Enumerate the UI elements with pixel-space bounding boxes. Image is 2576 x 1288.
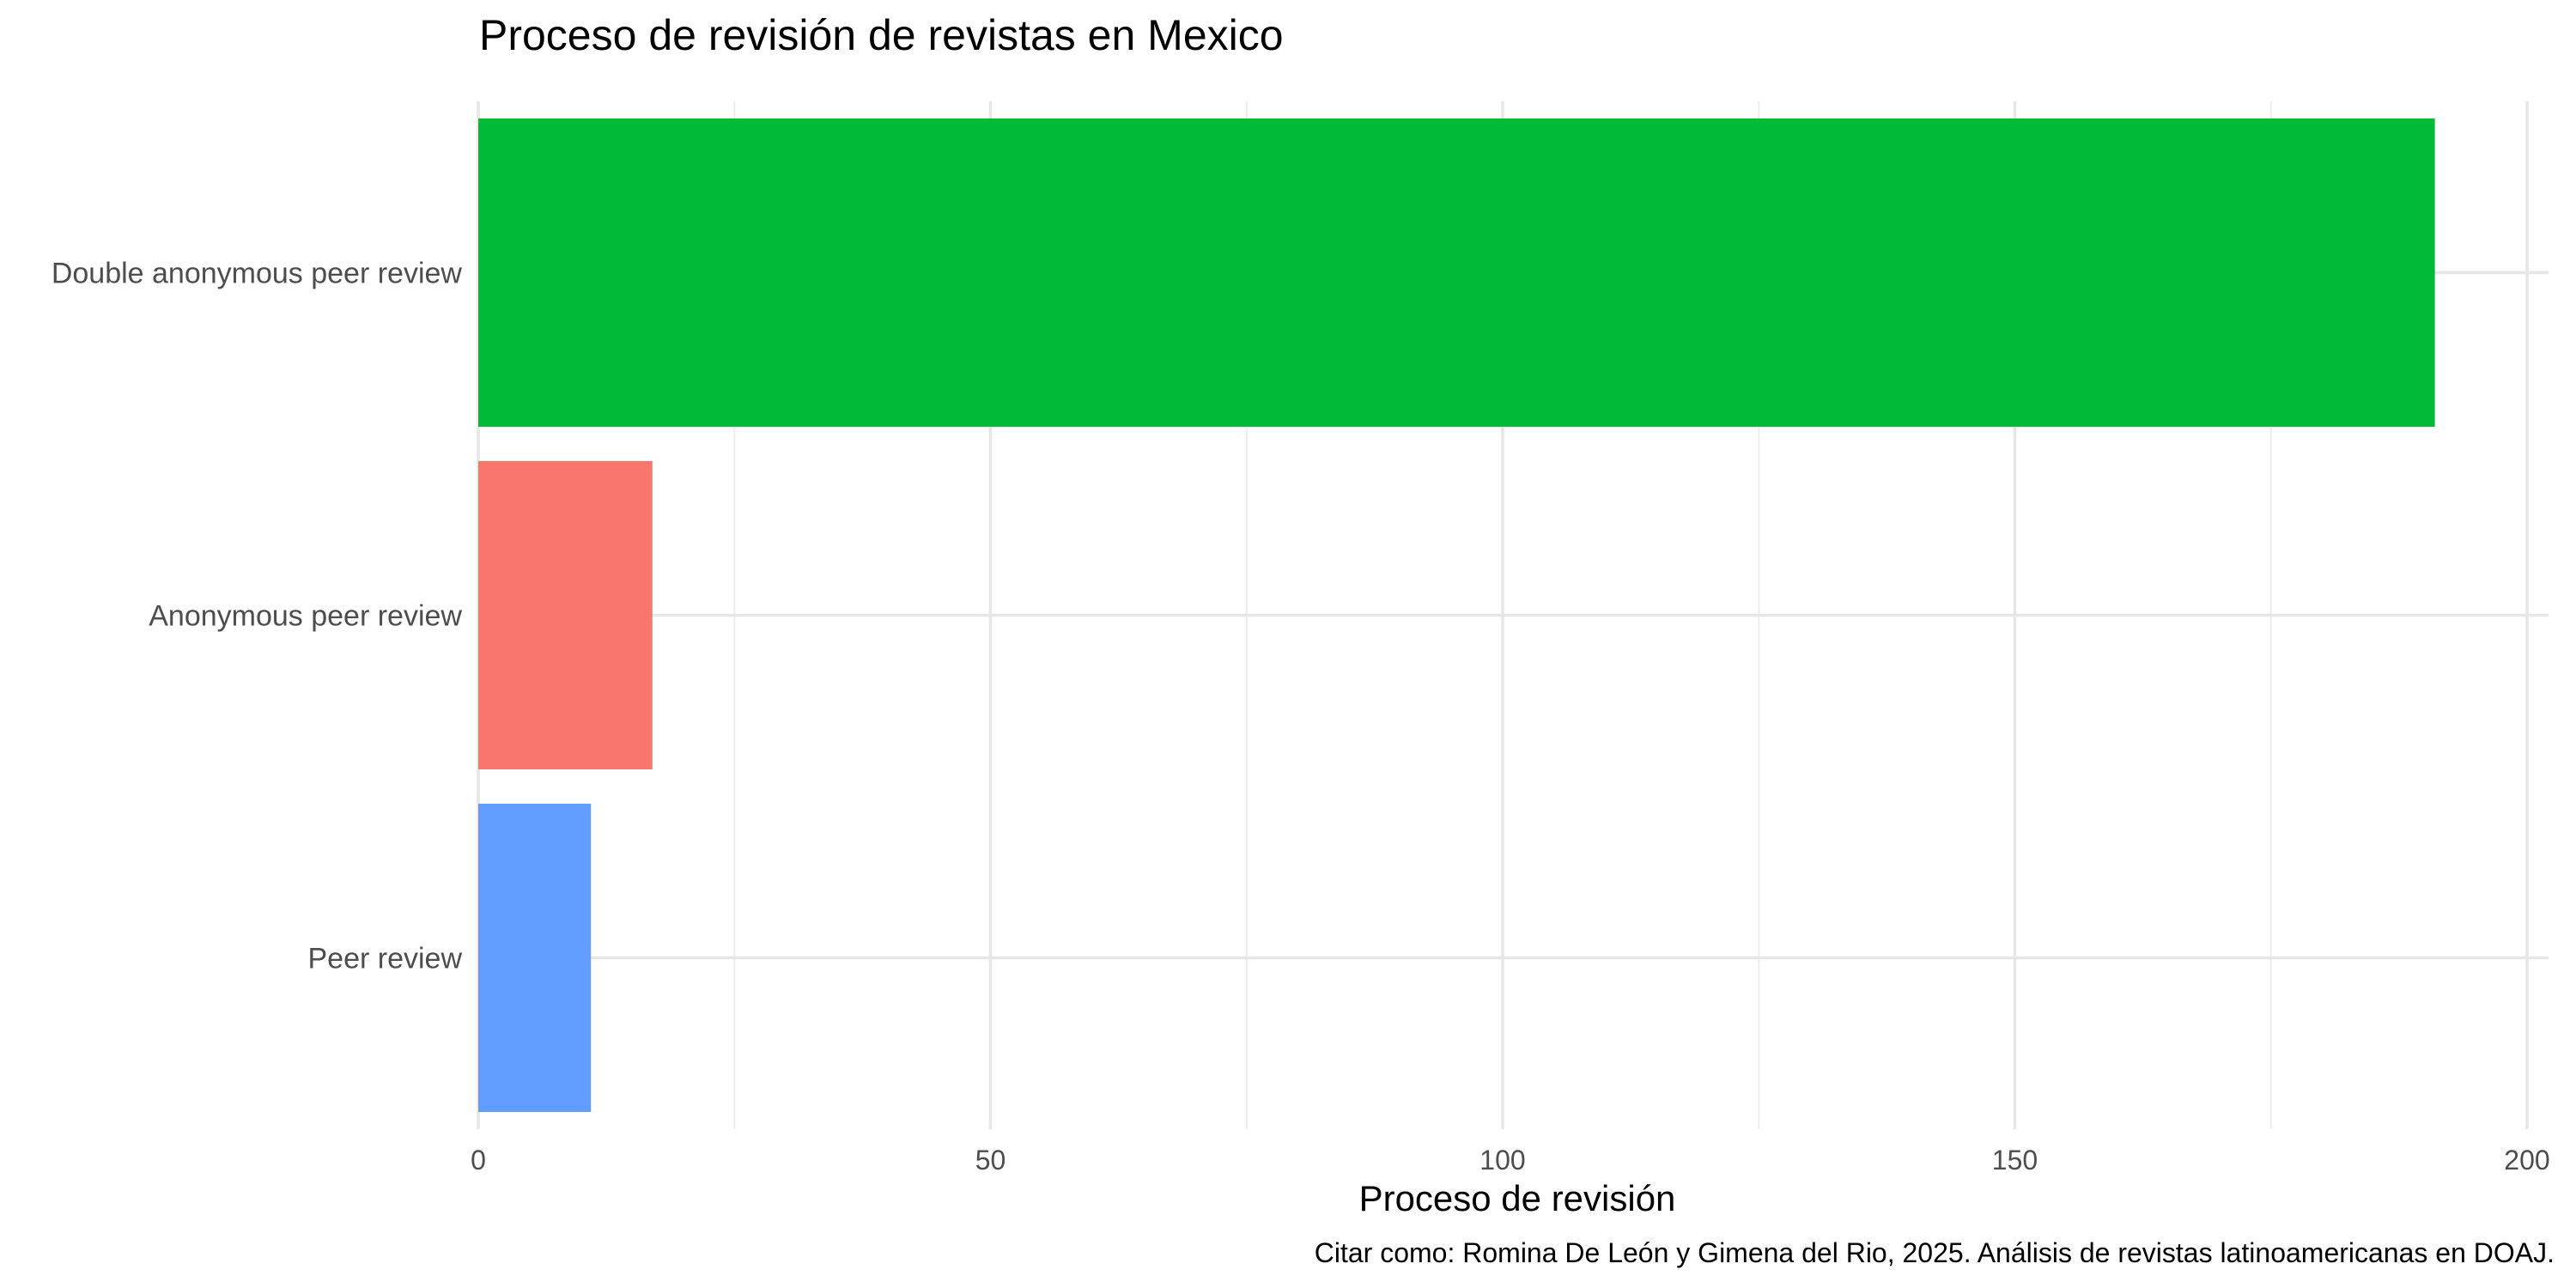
x-tick-labels: 0 50 100 150 200 (471, 1145, 2550, 1176)
bar (478, 803, 592, 1113)
category-label: Anonymous peer review (149, 600, 462, 633)
bars (478, 118, 2435, 1113)
x-tick-label: 150 (1992, 1145, 2038, 1176)
category-label: Peer review (307, 943, 462, 975)
x-tick-label: 50 (975, 1145, 1006, 1176)
category-label: Double anonymous peer review (52, 258, 463, 290)
x-tick-label: 200 (2504, 1145, 2549, 1176)
chart-title: Proceso de revisión de revistas en Mexic… (479, 11, 1284, 59)
bar (478, 118, 2435, 428)
category-labels: Double anonymous peer review Anonymous pe… (52, 258, 463, 975)
x-axis-label: Proceso de revisión (1359, 1178, 1676, 1218)
x-tick-label: 0 (471, 1145, 486, 1176)
chart-caption: Citar como: Romina De León y Gimena del … (1315, 1237, 2555, 1268)
x-tick-label: 100 (1479, 1145, 1525, 1176)
bar (478, 460, 653, 770)
